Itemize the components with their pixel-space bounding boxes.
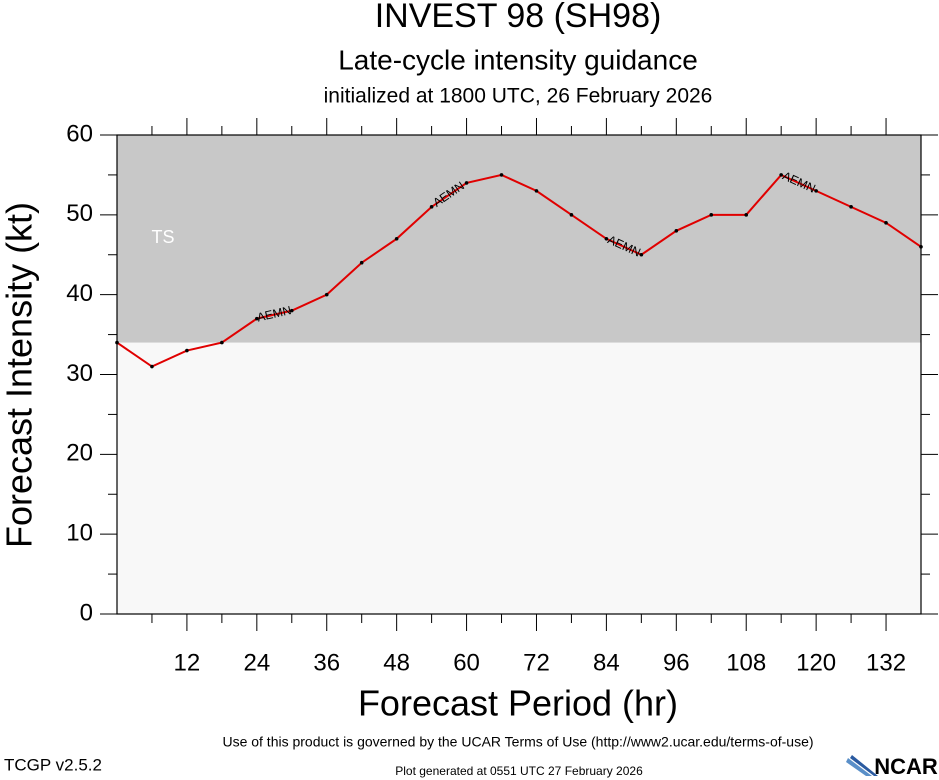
generated: Plot generated at 0551 UTC 27 February 2… — [395, 764, 643, 778]
x-tick-label: 36 — [313, 649, 340, 676]
chart-subtitle: Late-cycle intensity guidance — [338, 44, 698, 75]
x-tick-label: 132 — [866, 649, 906, 676]
y-tick-label: 50 — [66, 200, 93, 227]
chart-title: INVEST 98 (SH98) — [375, 0, 662, 35]
x-tick-label: 72 — [523, 649, 550, 676]
plot-frame — [116, 134, 922, 615]
y-axis-label: Forecast Intensity (kt) — [0, 202, 40, 548]
x-axis-label: Forecast Period (hr) — [358, 683, 678, 724]
point — [185, 348, 189, 353]
version: TCGP v2.5.2 — [4, 755, 102, 774]
point — [849, 205, 853, 209]
point — [639, 252, 644, 257]
point — [115, 340, 119, 345]
ts-region — [117, 135, 921, 343]
point — [464, 181, 469, 185]
y-tick-label: 60 — [66, 120, 93, 147]
x-tick-label: 108 — [726, 649, 766, 676]
point — [394, 236, 399, 241]
point — [744, 213, 749, 217]
logo: NCAR — [874, 754, 938, 779]
point — [429, 205, 434, 209]
x-tick-label: 60 — [453, 649, 480, 676]
point — [674, 229, 679, 233]
point — [289, 308, 294, 313]
y-tick-label: 40 — [66, 280, 93, 307]
point — [150, 364, 154, 369]
point — [779, 173, 783, 177]
point — [359, 260, 364, 265]
y-tick-label: 10 — [66, 520, 93, 547]
x-tick-label: 24 — [243, 649, 270, 676]
ts-label: TS — [151, 227, 174, 247]
y-tick-label: 20 — [66, 440, 93, 467]
point — [884, 221, 888, 225]
point — [534, 189, 539, 193]
x-tick-label: 84 — [593, 649, 620, 676]
point — [324, 292, 329, 297]
point — [255, 316, 259, 321]
series-line — [116, 173, 922, 368]
logo-mark — [846, 755, 878, 776]
point — [604, 236, 609, 241]
y-tick-label: 30 — [66, 360, 93, 387]
terms: Use of this product is governed by the U… — [222, 734, 813, 750]
x-tick-label: 96 — [663, 649, 690, 676]
y-tick-label: 0 — [80, 599, 93, 626]
point — [220, 340, 224, 345]
point — [569, 213, 574, 217]
below-ts-region — [117, 342, 921, 614]
x-tick-label: 120 — [796, 649, 836, 676]
point — [814, 189, 818, 193]
point — [919, 244, 923, 249]
init-time: initialized at 1800 UTC, 26 February 202… — [324, 85, 713, 108]
x-tick-label: 48 — [383, 649, 410, 676]
point — [499, 173, 504, 177]
x-tick-label: 12 — [174, 649, 201, 676]
point — [709, 213, 714, 217]
